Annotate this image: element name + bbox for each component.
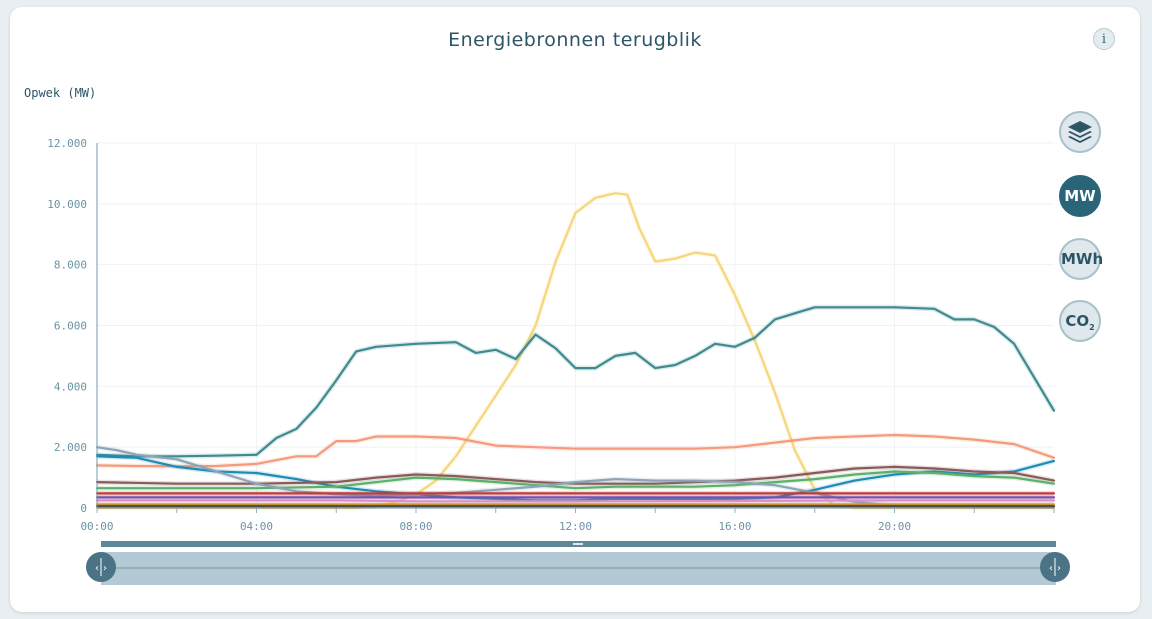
x-tick-label: 00:00 xyxy=(80,520,113,533)
series-line-5[interactable] xyxy=(95,470,1056,490)
series-line-2[interactable] xyxy=(95,433,1056,468)
range-navigator[interactable]: ‹ › ‹ › xyxy=(86,541,1070,585)
y-axis-label: Opwek (MW) xyxy=(24,86,97,100)
series-line-6[interactable] xyxy=(95,446,1056,508)
navigator-right-handle[interactable]: ‹ › xyxy=(1040,552,1070,582)
x-tick-label: 08:00 xyxy=(399,520,432,533)
svg-text:‹: ‹ xyxy=(95,563,99,574)
chart-grid xyxy=(97,142,1054,508)
y-tick-label: 2.000 xyxy=(54,441,87,454)
co2-subscript: 2 xyxy=(1089,323,1095,332)
y-tick-label: 0 xyxy=(80,502,87,515)
chart-series xyxy=(95,190,1057,511)
svg-text:›: › xyxy=(1057,563,1061,574)
y-tick-label: 6.000 xyxy=(54,320,87,333)
co2-label: CO xyxy=(1065,312,1090,330)
chart-title: Energiebronnen terugblik xyxy=(448,29,702,51)
x-tick-label: 20:00 xyxy=(878,520,911,533)
scrollbar-grip xyxy=(573,543,583,545)
navigator-left-handle[interactable]: ‹ › xyxy=(86,552,116,582)
x-tick-label: 16:00 xyxy=(718,520,751,533)
y-tick-label: 10.000 xyxy=(47,198,87,211)
series-line-9[interactable] xyxy=(95,499,1056,503)
series-line-1[interactable] xyxy=(95,306,1056,458)
x-tick-label: 12:00 xyxy=(559,520,592,533)
mwh-label: MWh xyxy=(1061,250,1104,268)
svg-text:‹: ‹ xyxy=(1049,563,1053,574)
info-button[interactable]: i xyxy=(1093,28,1115,50)
layers-button[interactable] xyxy=(1059,111,1101,153)
chart-axes: 0 2.000 4.000 6.000 8.000 10.000 12.000 00:00 04… xyxy=(47,137,1055,533)
y-tick-label: 8.000 xyxy=(54,259,87,272)
series-line-4[interactable] xyxy=(95,465,1056,485)
y-tick-label: 12.000 xyxy=(47,137,87,150)
mw-button[interactable]: MW xyxy=(1059,175,1101,217)
x-tick-label: 04:00 xyxy=(240,520,273,533)
layers-icon xyxy=(1068,121,1092,143)
svg-text:›: › xyxy=(103,563,107,574)
series-line-0[interactable] xyxy=(95,192,1056,510)
mw-label: MW xyxy=(1064,187,1096,205)
mwh-button[interactable]: MWh xyxy=(1059,238,1104,280)
y-tick-label: 4.000 xyxy=(54,380,87,393)
co2-button[interactable]: CO2 xyxy=(1059,300,1101,342)
